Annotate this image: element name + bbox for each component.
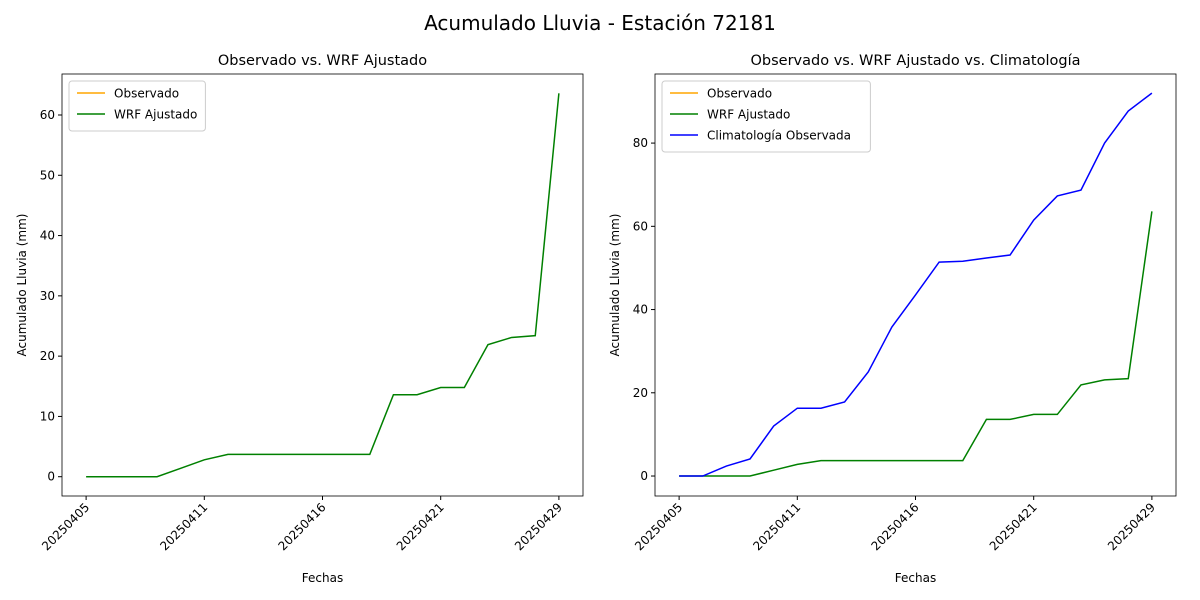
legend-label: WRF Ajustado bbox=[114, 108, 197, 122]
subplot-title: Observado vs. WRF Ajustado vs. Climatolo… bbox=[751, 53, 1081, 69]
y-tick-label: 50 bbox=[40, 168, 55, 182]
legend-label: Climatología Observada bbox=[707, 129, 851, 143]
legend-label: Observado bbox=[114, 87, 179, 101]
y-tick-label: 0 bbox=[640, 469, 648, 483]
axes-frame bbox=[61, 73, 584, 497]
legend-box bbox=[661, 80, 871, 153]
y-tick-label: 40 bbox=[633, 303, 648, 317]
series-line bbox=[86, 93, 560, 478]
y-axis-label: Acumulado Lluvia (mm) bbox=[15, 214, 29, 357]
y-tick-label: 40 bbox=[40, 229, 55, 243]
y-tick-label: 60 bbox=[633, 219, 648, 233]
y-axis-label: Acumulado Lluvia (mm) bbox=[608, 214, 622, 357]
legend-label: Observado bbox=[707, 87, 772, 101]
y-tick-label: 0 bbox=[47, 470, 55, 484]
legend-label: WRF Ajustado bbox=[707, 108, 790, 122]
series-line bbox=[679, 92, 1153, 477]
subplot-title: Observado vs. WRF Ajustado bbox=[218, 53, 427, 69]
y-tick-label: 30 bbox=[40, 289, 55, 303]
figure-title: Acumulado Lluvia - Estación 72181 bbox=[424, 11, 776, 35]
x-axis-label: Fechas bbox=[302, 571, 343, 585]
series-line bbox=[679, 211, 1153, 477]
y-tick-label: 80 bbox=[633, 136, 648, 150]
y-tick-label: 10 bbox=[40, 409, 55, 423]
y-tick-label: 20 bbox=[40, 349, 55, 363]
axes-frame bbox=[654, 73, 1177, 497]
x-axis-label: Fechas bbox=[895, 571, 936, 585]
y-tick-label: 60 bbox=[40, 108, 55, 122]
y-tick-label: 20 bbox=[633, 386, 648, 400]
